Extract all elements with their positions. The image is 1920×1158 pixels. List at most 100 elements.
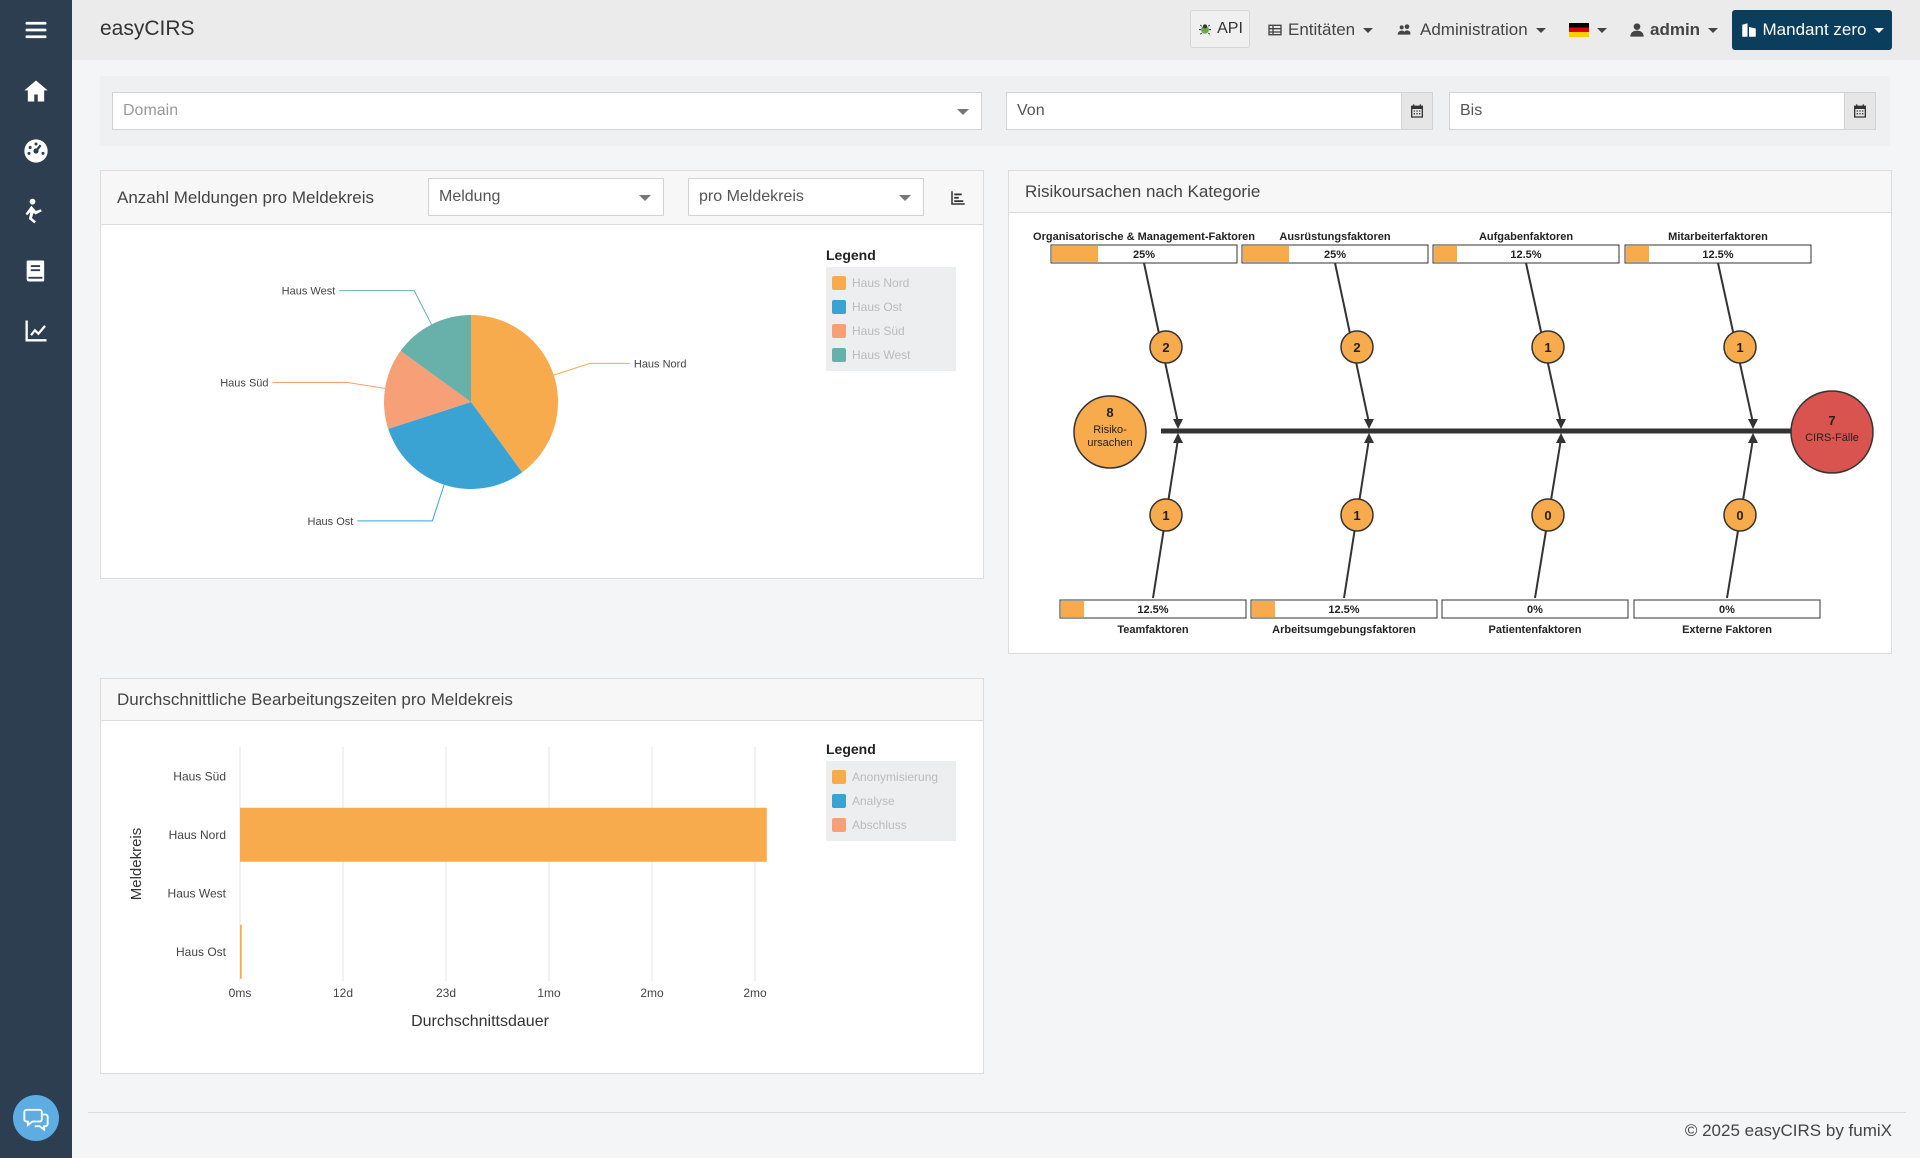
top-category-bar-fill	[1626, 246, 1649, 262]
legend-swatch	[832, 276, 846, 290]
menu-icon[interactable]	[18, 12, 54, 48]
legend-label: Haus Süd	[852, 324, 905, 338]
cirs-cases-count: 7	[1828, 413, 1835, 428]
pie-card-title: Anzahl Meldungen pro Meldekreis	[117, 187, 375, 207]
chevron-down-icon	[1874, 27, 1885, 33]
dashboard-icon[interactable]	[18, 133, 54, 169]
line-chart-icon[interactable]	[18, 313, 54, 349]
pie-slice[interactable]	[400, 315, 471, 402]
bottom-category-count: 1	[1353, 508, 1360, 523]
bis-date-input[interactable]: Bis	[1449, 92, 1845, 130]
top-category-count: 1	[1544, 340, 1551, 355]
bottom-category-percent: 12.5%	[1328, 604, 1359, 616]
chevron-down-icon	[1708, 27, 1719, 33]
bar-card-title: Durchschnittliche Bearbeitungszeiten pro…	[117, 689, 513, 709]
chart-toggle-icon[interactable]	[949, 189, 967, 207]
y-axis-label: Meldekreis	[128, 828, 145, 901]
chat-help-icon[interactable]	[13, 1095, 59, 1141]
language-menu[interactable]	[1569, 16, 1607, 44]
user-icon	[1630, 23, 1644, 37]
bottom-category-count-circle[interactable]	[1531, 498, 1565, 532]
pie-legend: Legend Haus Nord Haus Ost Haus Süd Haus Wes…	[826, 247, 956, 371]
pie-slice[interactable]	[384, 350, 471, 429]
von-calendar-button[interactable]	[1401, 92, 1433, 130]
cirs-cases-circle[interactable]	[1790, 390, 1874, 474]
meldekreis-select[interactable]: pro Meldekreis	[688, 178, 924, 216]
person-falling-icon[interactable]	[18, 193, 54, 229]
bar-card-header: Durchschnittliche Bearbeitungszeiten pro…	[101, 679, 983, 721]
building-icon	[1741, 23, 1756, 37]
filter-bar: Domain Von Bis	[100, 76, 1890, 146]
top-category-percent: 12.5%	[1702, 249, 1733, 261]
pie-chart-card: Anzahl Meldungen pro Meldekreis Meldung …	[100, 170, 984, 579]
users-cog-icon	[1397, 24, 1411, 35]
bottom-bone-arrowhead	[1173, 433, 1183, 443]
legend-label: Haus Nord	[852, 276, 910, 290]
mandant-button[interactable]: Mandant zero	[1732, 10, 1892, 50]
entitaeten-label: Entitäten	[1288, 20, 1356, 39]
api-button[interactable]: API	[1190, 10, 1250, 48]
pie-legend-item[interactable]: Haus Nord	[832, 271, 950, 295]
x-tick-label: 2mo	[743, 986, 767, 1000]
bottom-category-count-circle[interactable]	[1149, 498, 1183, 532]
bar-legend-item[interactable]: Analyse	[832, 789, 950, 813]
domain-select[interactable]: Domain	[112, 92, 982, 130]
api-label: API	[1217, 20, 1243, 37]
bar[interactable]	[240, 924, 242, 979]
top-category-percent: 25%	[1133, 249, 1155, 261]
domain-placeholder: Domain	[123, 102, 179, 119]
chevron-down-icon	[1597, 27, 1607, 33]
risk-causes-label-line1: Risiko-	[1093, 424, 1127, 436]
x-tick-label: 23d	[436, 986, 456, 1000]
user-menu[interactable]: admin	[1629, 16, 1719, 44]
pie-slice[interactable]	[471, 315, 558, 473]
entitaeten-menu[interactable]: Entitäten	[1267, 16, 1374, 44]
pie-slice-label: Haus West	[282, 286, 336, 298]
bottom-bone-arrowhead	[1556, 433, 1566, 443]
pie-legend-item[interactable]: Haus West	[832, 343, 950, 367]
cirs-cases-label: CIRS-Fälle	[1805, 432, 1859, 444]
calendar-icon	[1854, 104, 1866, 118]
legend-label: Abschluss	[852, 818, 907, 832]
fishbone-card-header: Risikoursachen nach Kategorie	[1009, 171, 1891, 213]
bottom-category-name: Teamfaktoren	[1117, 624, 1189, 636]
app-brand[interactable]: easyCIRS	[100, 17, 195, 40]
pie-slice[interactable]	[388, 402, 523, 489]
bottom-category-count-circle[interactable]	[1723, 498, 1757, 532]
bottom-category-bar-fill	[1252, 601, 1275, 617]
bar-legend-item[interactable]: Anonymisierung	[832, 765, 950, 789]
bottom-category-count-circle[interactable]	[1340, 498, 1374, 532]
x-tick-label: 1mo	[537, 986, 561, 1000]
bar-legend-title: Legend	[826, 741, 876, 757]
top-category-count-circle[interactable]	[1340, 330, 1374, 364]
meldung-select[interactable]: Meldung	[428, 178, 664, 216]
top-category-percent: 25%	[1324, 249, 1346, 261]
book-icon[interactable]	[18, 253, 54, 289]
pie-label-leader	[339, 290, 432, 325]
pie-legend-title: Legend	[826, 247, 876, 263]
top-category-count-circle[interactable]	[1723, 330, 1757, 364]
bar-legend-item[interactable]: Abschluss	[832, 813, 950, 837]
top-category-count: 2	[1162, 340, 1169, 355]
top-bone-arrowhead	[1556, 419, 1566, 429]
home-icon[interactable]	[18, 73, 54, 109]
pie-label-leader	[357, 484, 445, 522]
administration-menu[interactable]: Administration	[1395, 16, 1546, 44]
pie-legend-item[interactable]: Haus Ost	[832, 295, 950, 319]
administration-label: Administration	[1420, 20, 1528, 39]
top-category-count-circle[interactable]	[1149, 330, 1183, 364]
pie-slice-label: Haus Süd	[220, 377, 268, 389]
pie-legend-item[interactable]: Haus Süd	[832, 319, 950, 343]
legend-label: Haus Ost	[852, 300, 903, 314]
x-tick-label: 0ms	[229, 986, 252, 1000]
von-date-input[interactable]: Von	[1006, 92, 1402, 130]
bar[interactable]	[240, 807, 767, 862]
top-category-name: Ausrüstungsfaktoren	[1279, 231, 1391, 243]
legend-swatch	[832, 794, 846, 808]
von-placeholder: Von	[1017, 102, 1045, 119]
top-category-count-circle[interactable]	[1531, 330, 1565, 364]
y-tick-label: Haus Ost	[176, 945, 227, 959]
bottom-category-bar-fill	[1061, 601, 1084, 617]
risk-causes-circle[interactable]	[1073, 395, 1147, 469]
bis-calendar-button[interactable]	[1844, 92, 1876, 130]
